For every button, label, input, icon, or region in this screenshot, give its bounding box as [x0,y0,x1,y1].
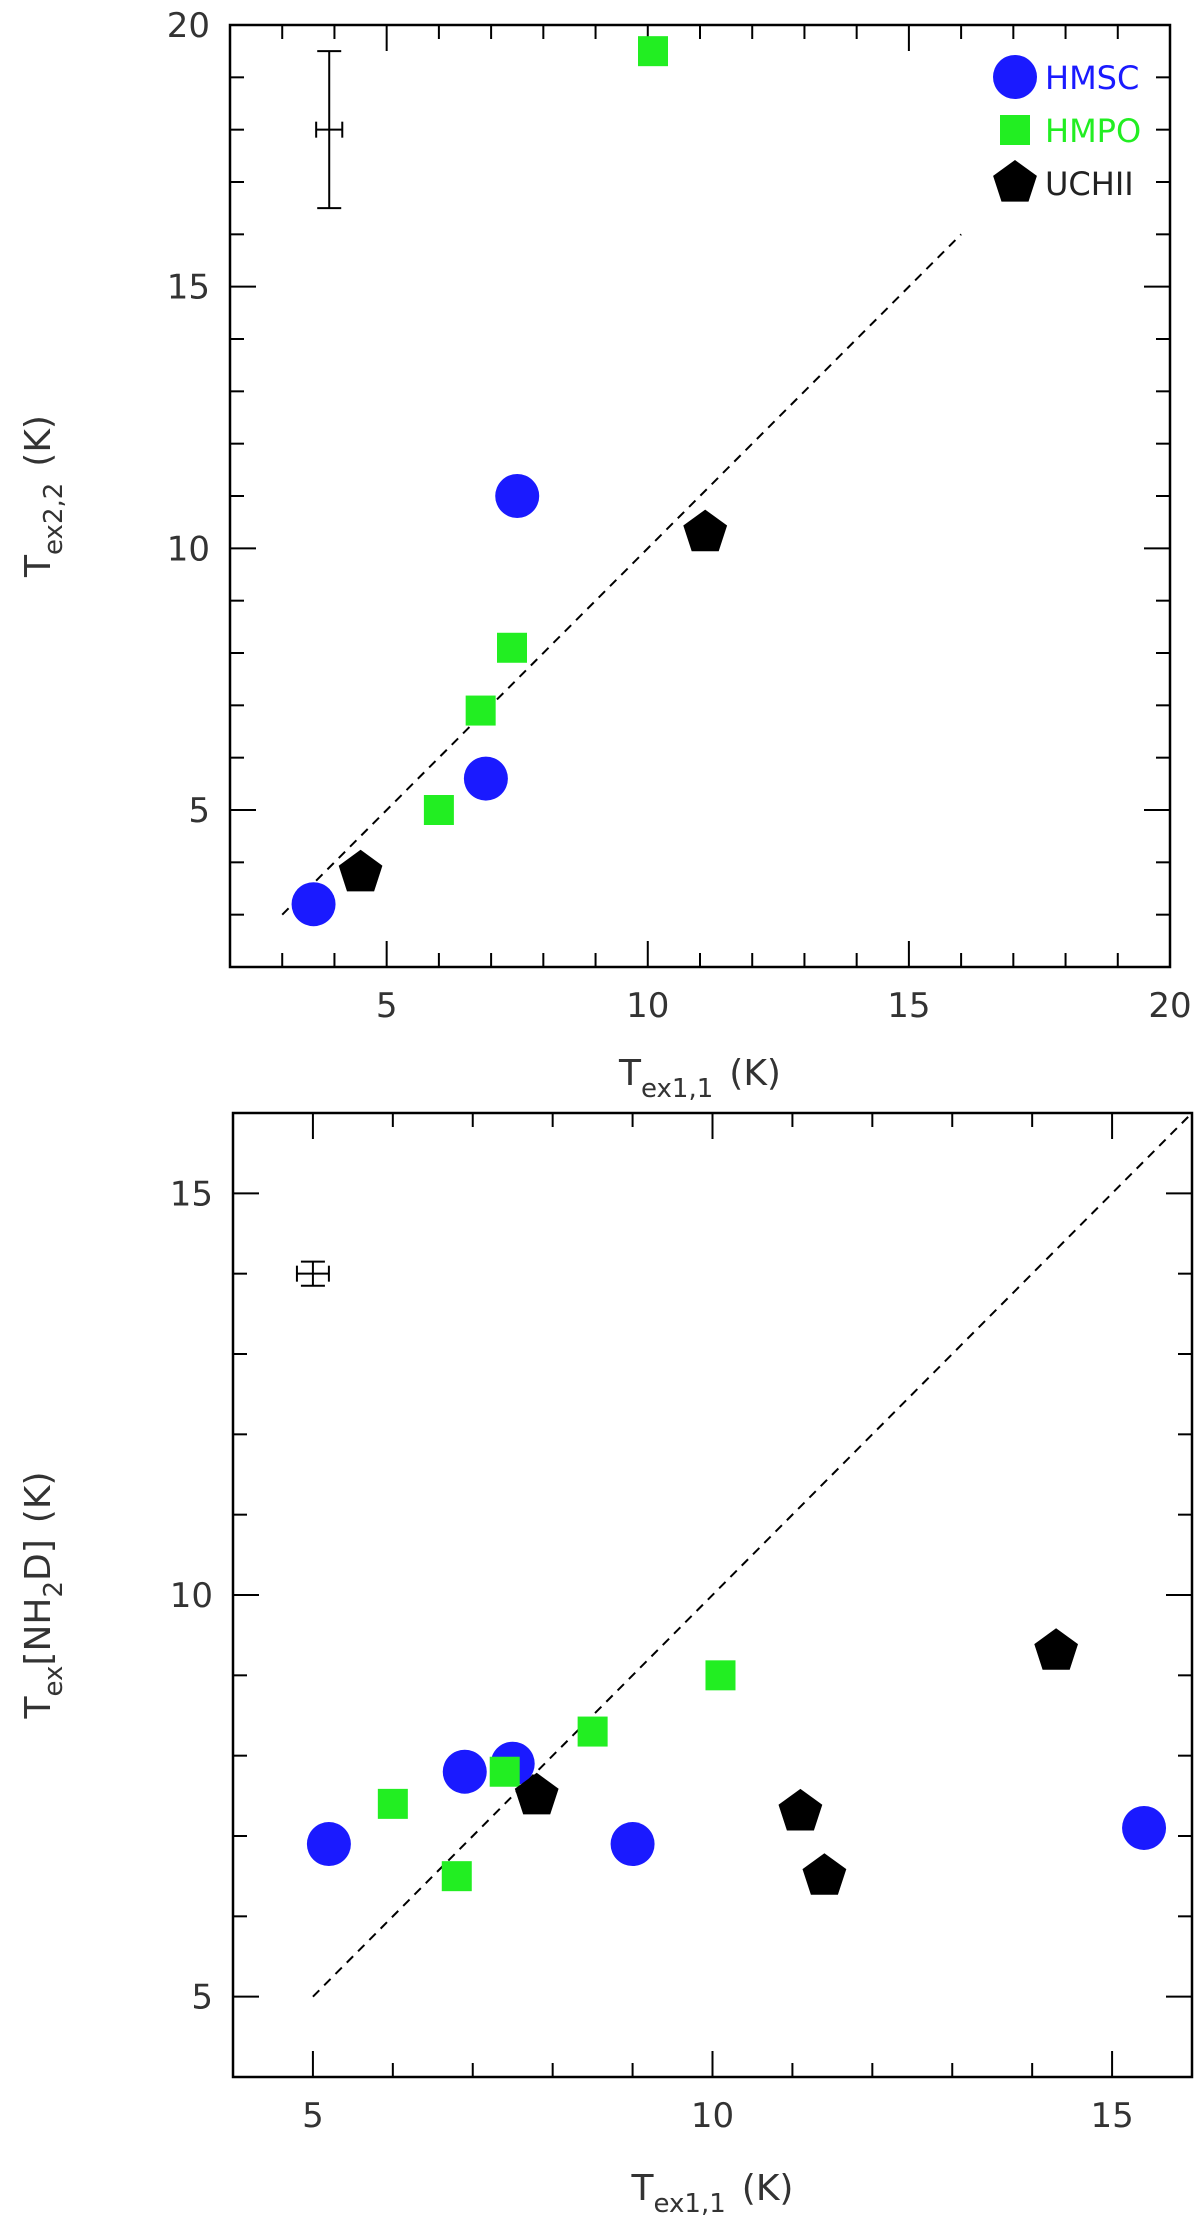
hmpo-point [377,1788,408,1819]
hmpo-point [489,1756,520,1787]
legend-marker-hmsc [993,55,1037,99]
x-tick-label: 15 [1090,2096,1133,2136]
hmsc-point [1122,1805,1167,1850]
hmsc-point [610,1822,655,1867]
hmpo-point [705,1660,736,1691]
legend-label-hmsc: HMSC [1045,59,1139,97]
x-axis-label: Tex1,1 (K) [631,2168,794,2219]
hmpo-point [497,632,527,663]
uchii-point [683,509,728,552]
y-tick-label: 15 [167,268,210,308]
x-tick-label: 15 [887,986,930,1026]
lower-scatter-panel: 5 10 15 5 10 15 Tex1,1 (K) Tex[NH2D](K) [18,1111,1194,2219]
upper-scatter-panel: 5 10 15 20 5 10 15 20 Tex1,1 (K) Tex2,2(K) HMSC HMPO… [18,6,1192,1104]
y-tick-label: 20 [167,6,210,46]
uchii-point [1034,1628,1078,1670]
error-bar [315,50,344,210]
x-tick-label: 5 [302,2096,324,2136]
hmpo-point [638,36,668,67]
series-hmsc [306,1741,1167,1867]
y-tick-label: 10 [170,1576,213,1616]
y-axis-label: Tex2,2(K) [18,415,69,578]
x-tick-label: 20 [1148,986,1191,1026]
legend-marker-uchii [993,160,1037,202]
hmpo-point [577,1716,608,1747]
uchii-point [802,1853,847,1895]
x-axis-label: Tex1,1 (K) [618,1053,781,1104]
x-tick-label: 5 [376,986,398,1026]
y-tick-label: 5 [188,791,210,831]
x-tick-label: 10 [691,2096,734,2136]
series-uchii [514,1628,1078,1895]
y-tick-label: 10 [167,529,210,569]
legend-label-uchii: UCHII [1045,165,1134,203]
legend: HMSC HMPO UCHII [993,55,1141,203]
series-hmpo [423,36,668,825]
uchii-point [338,849,383,892]
hmpo-point [423,795,454,825]
hmpo-point [441,1861,472,1892]
hmsc-point [291,882,336,927]
legend-marker-hmpo [1000,115,1030,145]
hmsc-point [495,474,540,518]
hmsc-point [306,1822,351,1867]
y-tick-label: 5 [191,1978,213,2018]
x-tick-label: 10 [626,986,669,1026]
series-hmsc [291,474,540,927]
error-bar [295,1260,330,1287]
y-tick-label: 15 [170,1174,213,1214]
hmpo-point [465,695,496,726]
hmsc-point [463,756,508,801]
reference-line [281,233,962,916]
uchii-point [778,1788,823,1831]
hmsc-point [442,1749,487,1794]
series-hmpo [377,1660,736,1892]
y-axis-label: Tex[NH2D](K) [18,1472,69,1720]
uchii-point [514,1772,559,1815]
legend-label-hmpo: HMPO [1045,112,1141,150]
series-uchii [338,509,728,892]
